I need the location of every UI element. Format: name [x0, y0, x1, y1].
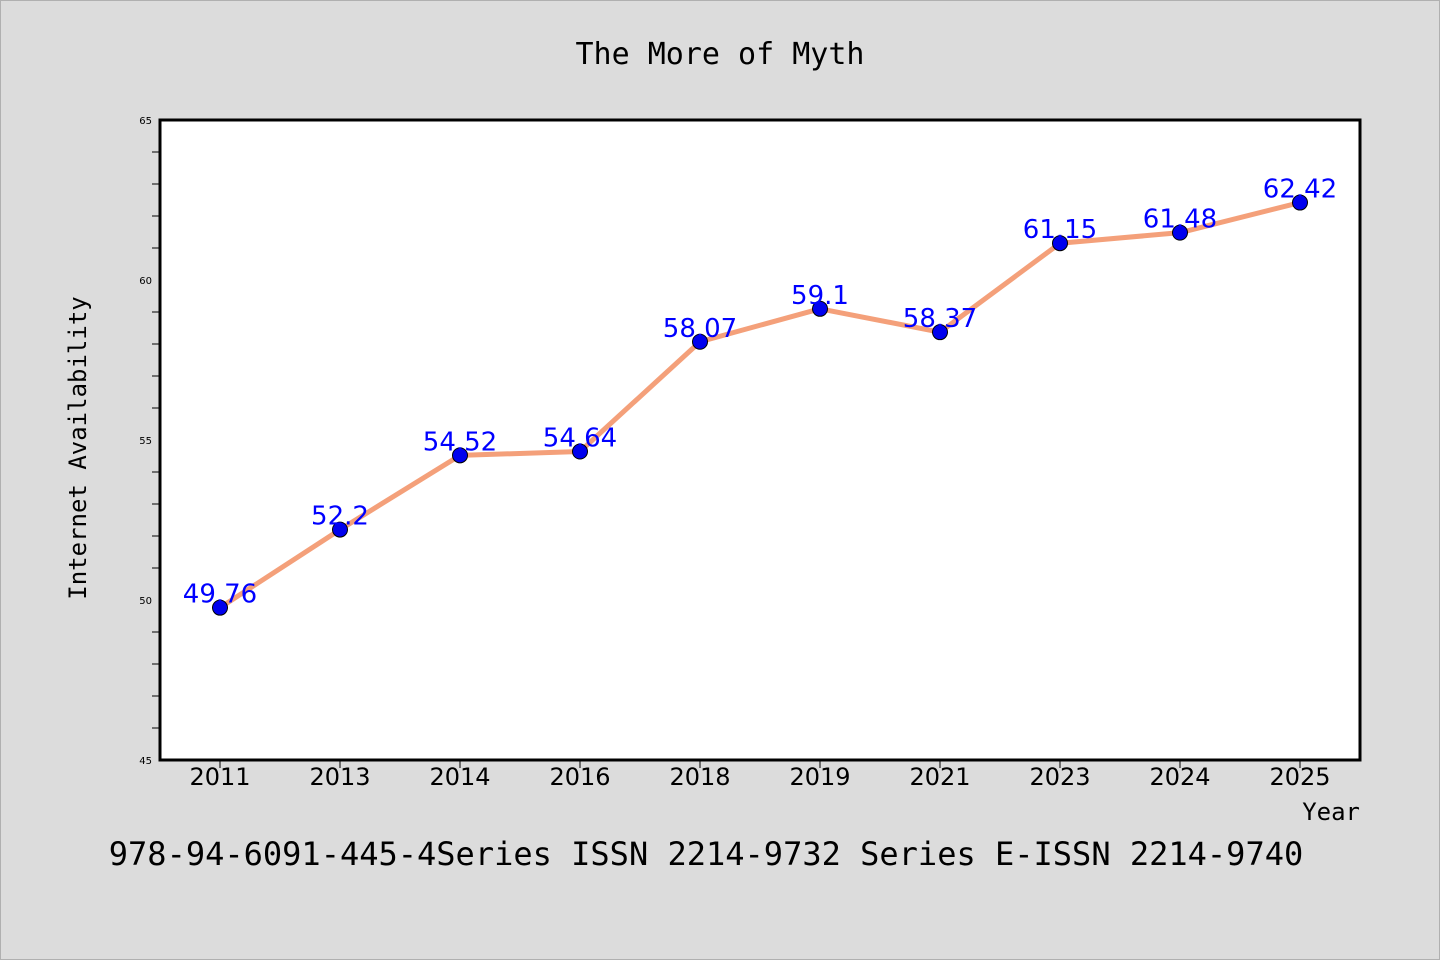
isbn-footer: 978-94-6091-445-4Series ISSN 2214-9732 S…	[109, 835, 1303, 873]
x-axis: 2011 2013 2014 2016 2018 2019 2021 2023 2024 2025	[189, 760, 1331, 791]
y-tick-label: 50	[139, 596, 152, 607]
data-point	[572, 443, 588, 460]
series-line	[217, 200, 1303, 611]
chart-title: The More of Myth	[576, 37, 865, 72]
data-label: 59.1	[791, 281, 849, 311]
data-label: 52.2	[311, 502, 369, 532]
series-layer: 49.76 52.2 54.52 54.64 58.07 59.1 58.37 61.15 61…	[183, 175, 1337, 616]
data-point	[332, 521, 348, 538]
data-label: 54.52	[423, 427, 497, 457]
data-label: 61.48	[1143, 205, 1217, 235]
y-tick-label: 55	[139, 436, 152, 447]
plot-area	[158, 118, 1362, 762]
data-label: 58.37	[903, 304, 977, 334]
data-point	[212, 599, 228, 616]
data-point	[1292, 194, 1308, 211]
x-tick-label: 2014	[429, 763, 490, 791]
y-tick-label: 65	[139, 116, 152, 127]
x-tick-label: 2021	[909, 763, 970, 791]
data-label: 49.76	[183, 580, 257, 610]
x-axis-title: Year	[1302, 798, 1360, 826]
x-tick-label: 2016	[549, 763, 610, 791]
data-point	[1172, 224, 1188, 241]
data-label: 54.64	[543, 424, 617, 454]
data-label: 58.07	[663, 314, 737, 344]
data-point	[1052, 235, 1068, 252]
x-tick-label: 2023	[1029, 763, 1090, 791]
data-point	[452, 447, 468, 464]
x-tick-label: 2011	[189, 763, 250, 791]
x-tick-label: 2018	[669, 763, 730, 791]
x-tick-label: 2013	[309, 763, 370, 791]
y-tick-label: 60	[139, 276, 152, 287]
x-tick-label: 2024	[1149, 763, 1210, 791]
x-tick-label: 2025	[1269, 763, 1330, 791]
y-axis-title: Internet Availability	[64, 296, 92, 599]
y-tick-label: 45	[139, 756, 152, 767]
data-point	[932, 324, 948, 341]
data-label: 61.15	[1023, 215, 1097, 245]
data-label: 62.42	[1263, 175, 1337, 205]
y-axis: 45 50 55 60 65	[139, 116, 160, 767]
x-tick-label: 2019	[789, 763, 850, 791]
data-point	[812, 300, 828, 317]
data-point	[692, 333, 708, 350]
